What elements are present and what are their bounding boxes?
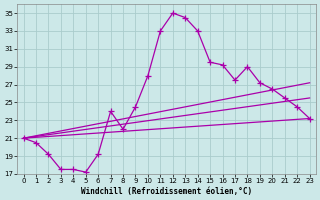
X-axis label: Windchill (Refroidissement éolien,°C): Windchill (Refroidissement éolien,°C) (81, 187, 252, 196)
